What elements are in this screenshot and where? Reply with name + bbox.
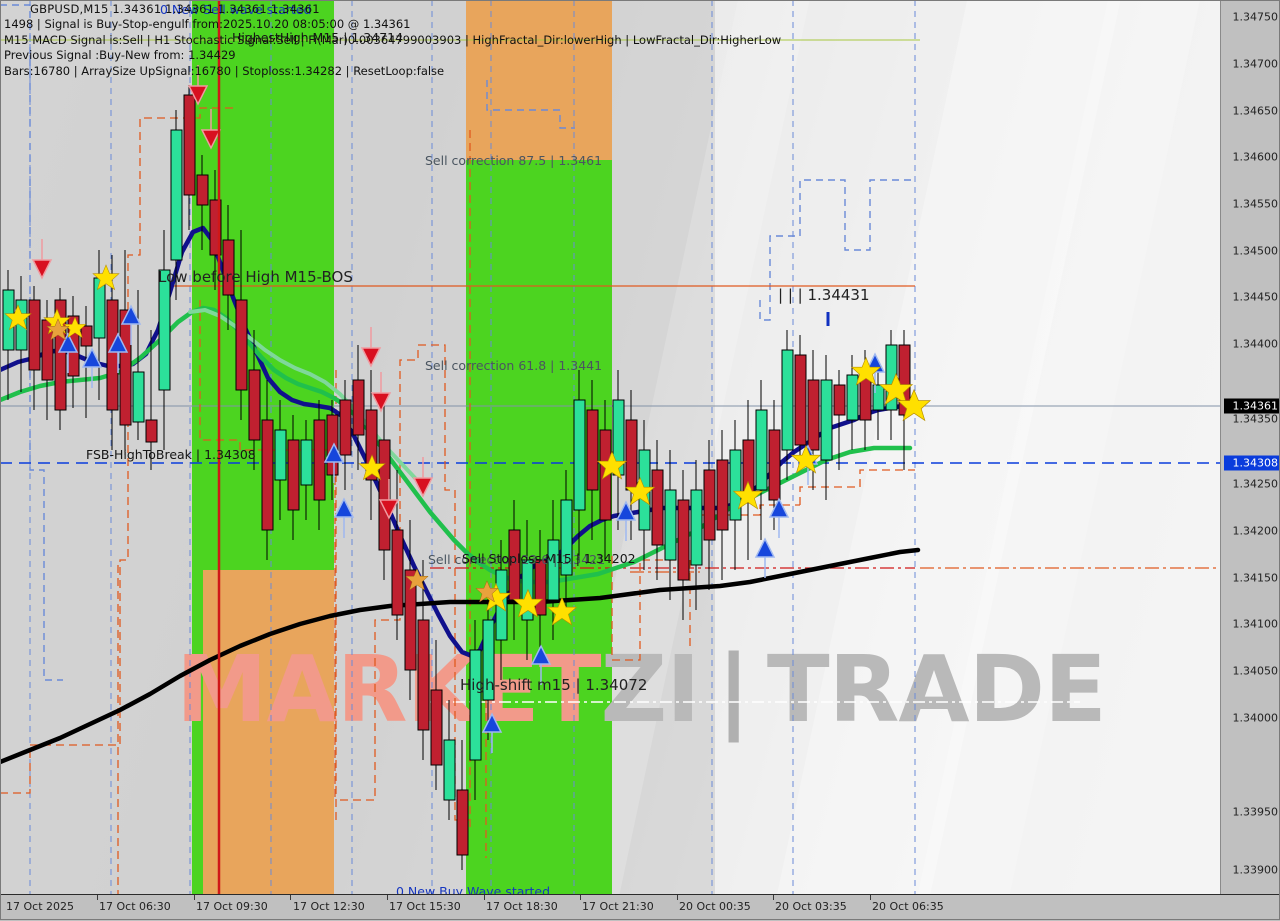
price-tick: 1.34450 [1232,290,1279,304]
annotation-high-shift-m15: High-shift m15 | 1.34072 [460,676,648,694]
time-tick: 20 Oct 06:35 [872,900,944,913]
price-tick: 1.34250 [1232,477,1279,491]
chart-plot-area[interactable]: MARKETZI | TRADE [0,0,1220,894]
time-separator [97,895,98,900]
time-separator [773,895,774,900]
broker-watermark: MARKETZI | TRADE [176,636,1107,743]
upper-step-channel [0,4,915,681]
price-tick: 1.34400 [1232,337,1279,351]
price-tick: 1.34650 [1232,104,1279,118]
time-scale[interactable]: 17 Oct 2025 17 Oct 06:30 17 Oct 09:30 17… [0,894,1280,921]
time-tick: 17 Oct 21:30 [582,900,654,913]
chart-vector-layer [0,0,1220,894]
time-tick: 17 Oct 2025 [6,900,75,913]
price-tick: 1.34000 [1232,711,1279,725]
time-separator [870,895,871,900]
time-tick: 20 Oct 00:35 [679,900,751,913]
chart-header-info: GBPUSD,M15 1.34361 1.34361 1.34361 1.343… [4,2,781,79]
time-tick: 17 Oct 09:30 [196,900,268,913]
symbol-ohlc-line: GBPUSD,M15 1.34361 1.34361 1.34361 1.343… [30,2,320,16]
overlay-new-sell-wave: 0 New Sell wave started [160,2,312,17]
time-separator [290,895,291,900]
watermark-text-left: MARKET [176,636,601,743]
time-separator [194,895,195,900]
annotation-bars-price: | | | 1.34431 [778,286,870,304]
annotation-low-before-high-bos: Low before High M15-BOS [158,268,353,286]
time-separator [580,895,581,900]
zone-orange-1 [203,570,334,894]
time-separator [677,895,678,900]
candlestick-series [2,85,911,870]
header-line-2: M15 MACD Signal is:Sell | H1 Stochastic … [4,32,782,47]
overlay-highest-high: HighestHigh M15 | 1.34714 [232,30,404,45]
price-tick: 1.34050 [1232,664,1279,678]
time-tick: 17 Oct 15:30 [389,900,461,913]
annotation-sell-stoploss-m15: Sell Stoploss M15 | 1.34202 [462,551,636,566]
annotation-fsb-high-to-break: FSB-HighToBreak | 1.34308 [86,447,256,462]
price-tick: 1.34750 [1232,10,1279,24]
zone-orange-2 [466,0,612,160]
annotation-sell-correction-618: Sell correction 61.8 | 1.3441 [425,358,603,373]
price-tick: 1.33950 [1232,805,1279,819]
time-tick: 17 Oct 12:30 [293,900,365,913]
time-tick: 17 Oct 06:30 [99,900,171,913]
time-separator [387,895,388,900]
watermark-text-right: TRADE [766,636,1107,743]
annotation-sell-correction-236: Sell correction 23.6 | 1.3421 [428,552,606,567]
time-tick: 17 Oct 18:30 [486,900,558,913]
header-line-4: Bars:16780 | ArraySize UpSignal:16780 | … [4,63,445,78]
price-tick: 1.34150 [1232,571,1279,585]
price-tick: 1.34550 [1232,197,1279,211]
price-tick: 1.34100 [1232,617,1279,631]
price-tick: 1.34200 [1232,524,1279,538]
header-line-3: Previous Signal :Buy-New from: 1.34429 [4,48,236,63]
price-tick: 1.34500 [1232,244,1279,258]
time-tick: 20 Oct 03:35 [775,900,847,913]
level-price-label: 1.34308 [1224,455,1280,471]
annotation-sell-correction-875: Sell correction 87.5 | 1.3461 [425,153,603,168]
current-price-label: 1.34361 [1224,398,1280,414]
price-tick: 1.34350 [1232,412,1279,426]
star-markers [4,264,932,626]
price-scale[interactable]: 1.34750 1.34700 1.34650 1.34600 1.34550 … [1220,0,1280,894]
sell-arrow-markers [31,65,434,520]
price-tick: 1.34600 [1232,150,1279,164]
ma-black-line [0,547,921,765]
buy-arrow-markers [57,304,886,753]
price-tick: 1.34700 [1232,57,1279,71]
header-line-1: 1498 | Signal is Buy-Stop-engulf from:20… [4,17,411,32]
price-tick: 1.33900 [1232,863,1279,877]
time-separator [484,895,485,900]
watermark-text-mid: ZI [600,636,701,743]
annotation-new-buy-wave: 0 New Buy Wave started [396,884,551,894]
